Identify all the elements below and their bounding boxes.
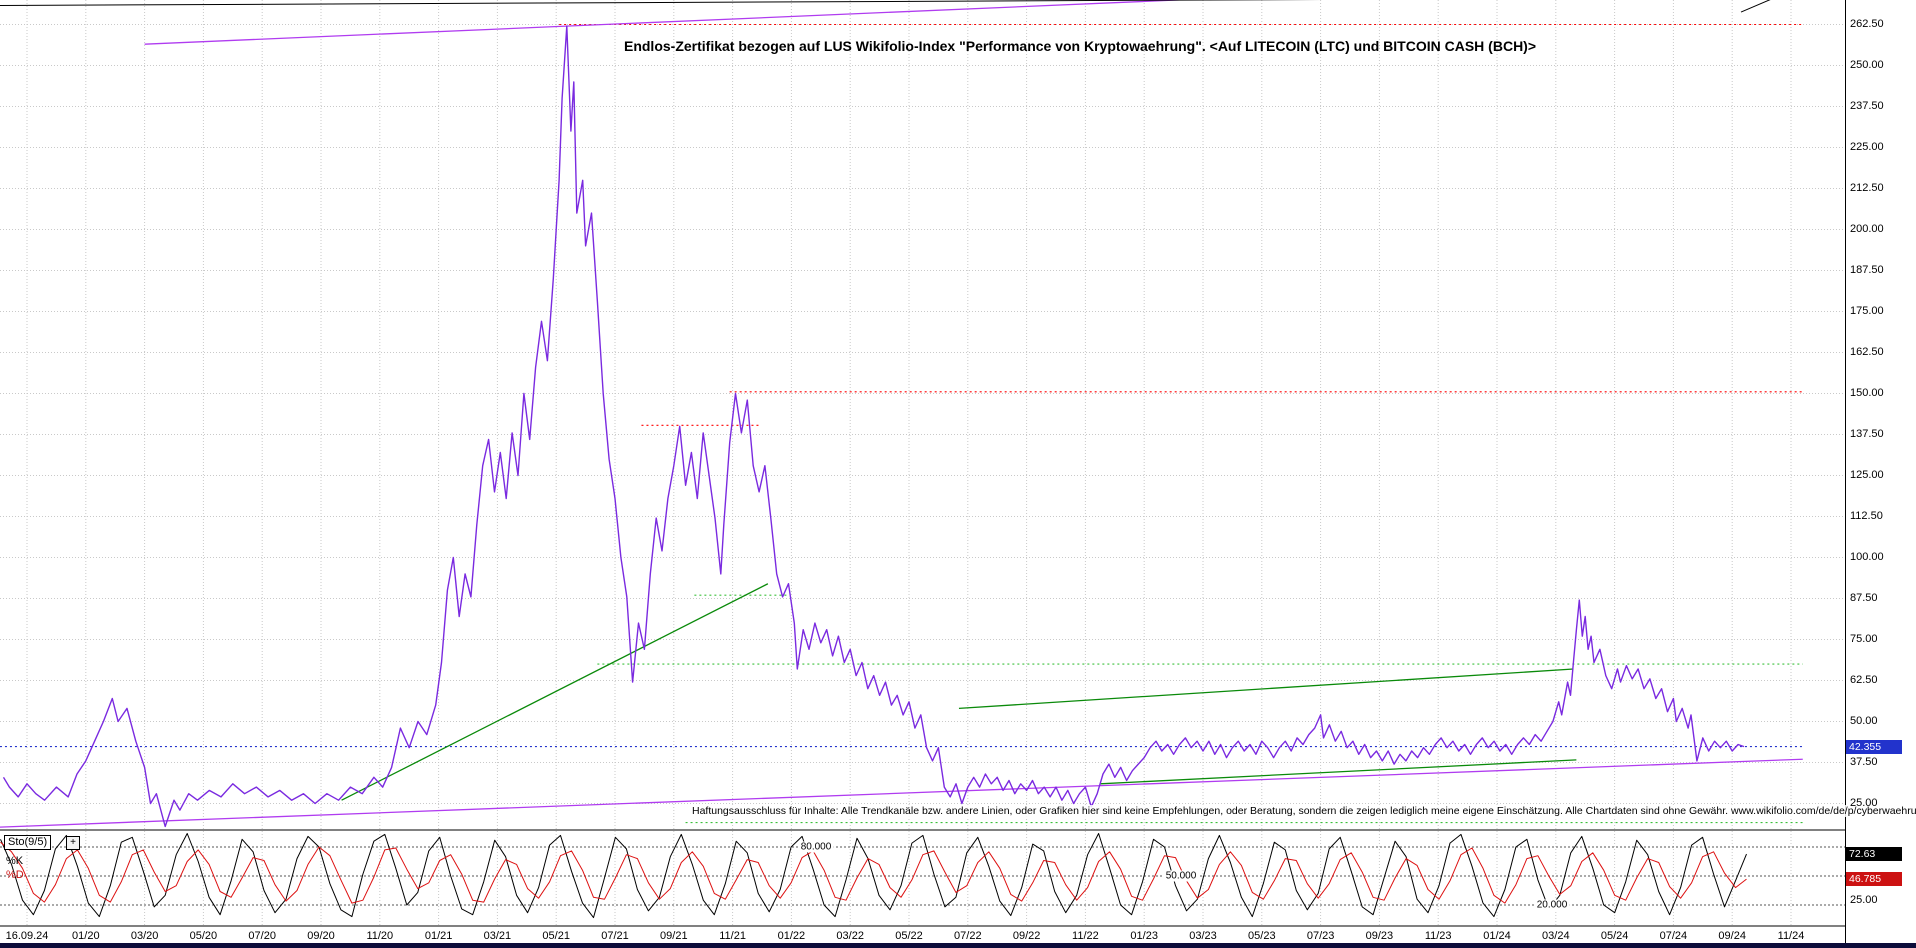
green-uptrend-2022	[958, 668, 1574, 710]
stochastic-axis-label: 25.00	[1850, 894, 1878, 906]
price-line	[2, 25, 1745, 828]
stochastic-d-line	[0, 841, 1747, 904]
stochastic-k-label: %K	[6, 855, 24, 867]
stochastic-d-label: %D	[6, 869, 24, 881]
black-trend-clip	[1740, 0, 1771, 13]
indicator-expand-button[interactable]: +	[66, 836, 80, 850]
stochastic-grid-label-50: 50.000	[1163, 870, 1199, 882]
green-uptrend-lower	[1100, 759, 1577, 785]
stochastic-grid-label-20: 20.000	[1534, 899, 1570, 911]
last-price-marker: 42.355	[1846, 739, 1902, 754]
stochastic-d-value: 46.785	[1846, 872, 1902, 887]
black-trend-line	[0, 0, 1323, 6]
lower-channel-line	[0, 758, 1803, 828]
disclaimer-text: Haftungsausschluss für Inhalte: Alle Tre…	[690, 805, 1916, 817]
upper-channel-line	[144, 0, 1180, 45]
chart-title: Endlos-Zertifikat bezogen auf LUS Wikifo…	[623, 38, 1537, 54]
indicator-label[interactable]: Sto(9/5)	[4, 835, 52, 850]
stochastic-grid-label-80: 80.000	[798, 841, 834, 853]
stochastic-k-value: 72.63	[1846, 847, 1902, 862]
bottom-scrollbar[interactable]	[0, 943, 1916, 948]
green-uptrend-2020	[341, 583, 769, 801]
stochastic-k-line	[0, 833, 1747, 919]
